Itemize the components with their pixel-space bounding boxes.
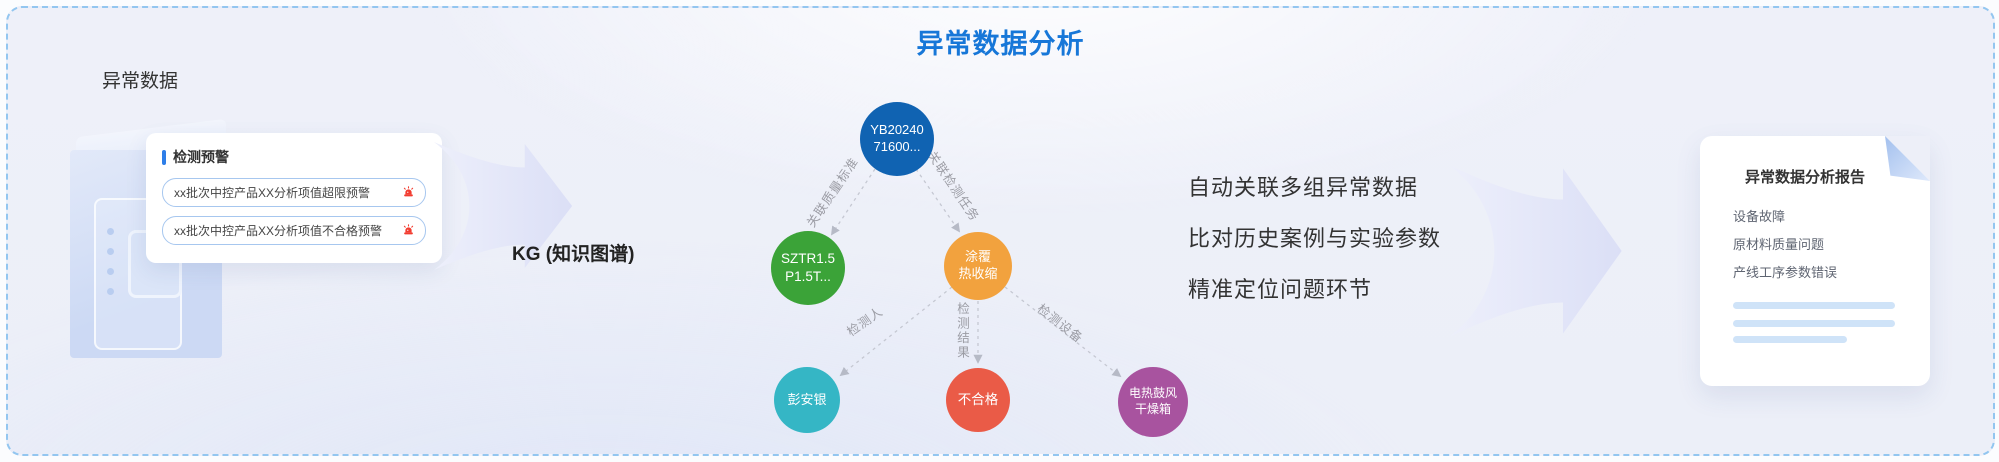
detection-alert-card: 检测预警 xx批次中控产品XX分析项值超限预警 xx批次中控产品XX分析项值不合… — [146, 133, 442, 263]
placeholder-text-bar — [1733, 336, 1847, 343]
placeholder-text-bar — [1733, 320, 1895, 327]
kg-label: KG (知识图谱) — [512, 244, 635, 265]
alert-item[interactable]: xx批次中控产品XX分析项值不合格预警 — [162, 216, 426, 245]
alarm-icon — [403, 186, 414, 197]
flow-arrow-right-icon — [1450, 165, 1622, 337]
graph-node-standard[interactable]: SZTR1.5 P1.5T... — [771, 231, 845, 305]
alert-text: xx批次中控产品XX分析项值超限预警 — [174, 186, 371, 200]
graph-node-task[interactable]: 涂覆 热收缩 — [944, 232, 1012, 300]
report-title: 异常数据分析报告 — [1744, 169, 1865, 186]
graph-node-inspector[interactable]: 彭安银 — [774, 367, 840, 433]
section-marker-bar — [162, 149, 166, 165]
benefit-point: 比对历史案例与实验参数 — [1188, 226, 1442, 251]
left-section-heading: 异常数据 — [102, 71, 179, 92]
alert-card-header: 检测预警 — [162, 147, 426, 167]
graph-node-device[interactable]: 电热鼓风 干燥箱 — [1118, 367, 1188, 437]
alert-card-title: 检测预警 — [173, 149, 229, 165]
report-card: 异常数据分析报告 设备故障 原材料质量问题 产线工序参数错误 — [1700, 136, 1930, 386]
page-title: 异常数据分析 — [916, 29, 1085, 59]
graph-node-result[interactable]: 不合格 — [946, 368, 1010, 432]
benefit-point: 自动关联多组异常数据 — [1188, 175, 1419, 200]
graph-edges — [830, 168, 1122, 378]
flow-arrow-right-icon — [433, 142, 573, 270]
alert-item[interactable]: xx批次中控产品XX分析项值超限预警 — [162, 178, 426, 207]
benefit-point: 精准定位问题环节 — [1188, 277, 1373, 302]
report-item: 产线工序参数错误 — [1733, 265, 1838, 280]
report-item: 设备故障 — [1733, 209, 1786, 224]
report-item: 原材料质量问题 — [1733, 237, 1825, 252]
placeholder-text-bar — [1733, 302, 1895, 309]
alarm-icon — [403, 224, 414, 235]
graph-node-batch[interactable]: YB20240 71600... — [860, 102, 934, 176]
alert-text: xx批次中控产品XX分析项值不合格预警 — [174, 224, 383, 238]
anomaly-analysis-panel: 异常数据分析 异常数据 检测预警 xx批次中控产品XX分析项值超限预警 xx批 — [6, 6, 1995, 456]
edge-label-result: 检测结果 — [955, 302, 969, 360]
